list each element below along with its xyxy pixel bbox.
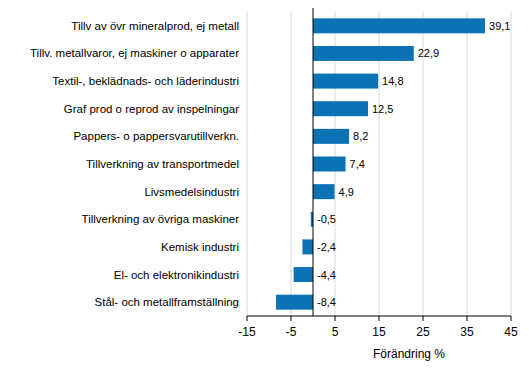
grid-line [247, 12, 248, 316]
data-label: 22,9 [418, 47, 439, 59]
data-label: -2,4 [317, 241, 336, 253]
category-label: Livsmedelsindustri [144, 186, 239, 198]
grid [247, 12, 511, 316]
grid-line [467, 12, 468, 316]
grid-line [511, 12, 512, 316]
category-label: Stål- och metallframställning [95, 296, 239, 308]
grid-line [291, 12, 292, 316]
data-label: 4,9 [339, 186, 354, 198]
category-label: Textil-, beklädnads- och läderindustri [52, 75, 239, 87]
axis-line [247, 316, 511, 317]
data-label: -8,4 [317, 296, 336, 308]
tick-label: -5 [286, 325, 297, 339]
chart-container: -15 -5 5 15 25 35 45 Förändring % Tillv av övr m… [0, 0, 529, 378]
tick-mark [511, 316, 512, 321]
bar [302, 239, 313, 254]
bar [313, 46, 414, 61]
tick-label: 35 [460, 325, 474, 339]
data-label: 12,5 [372, 103, 393, 115]
tick-mark [291, 316, 292, 321]
axis-title: Förändring % [373, 347, 445, 361]
data-label: -4,4 [317, 269, 336, 281]
tick-label: 15 [372, 325, 386, 339]
tick-label: -15 [238, 325, 256, 339]
bar [294, 267, 313, 282]
tick-mark [335, 316, 336, 321]
data-label: 7,4 [350, 158, 365, 170]
tick-label: 45 [504, 325, 518, 339]
category-label: Kemisk industri [161, 241, 239, 253]
data-label: 14,8 [382, 75, 403, 87]
bar [313, 129, 349, 144]
category-labels: Tillv av övr mineralprod, ej metall Tillv… [30, 20, 239, 308]
data-labels: 39,1 22,9 14,8 12,5 8,2 7,4 4,9 -0,5 -2,4 -4,4 -8,… [317, 20, 510, 308]
bar [313, 157, 346, 172]
tick-label: 25 [416, 325, 430, 339]
data-label: 8,2 [353, 130, 368, 142]
category-label: El- och elektronikindustri [114, 269, 239, 281]
tick-mark [423, 316, 424, 321]
category-label: Tillv. metallvaror, ej maskiner o appara… [30, 47, 239, 59]
zero-line [313, 8, 314, 316]
category-label: Tillv av övr mineralprod, ej metall [71, 20, 239, 32]
category-label: Graf prod o reprod av inspelningar [64, 103, 239, 115]
chart-svg: -15 -5 5 15 25 35 45 Förändring % Tillv av övr m… [0, 0, 529, 378]
tick-label: 5 [332, 325, 339, 339]
tick-mark [467, 316, 468, 321]
category-label: Tillverkning av transportmedel [86, 158, 239, 170]
bars [276, 18, 485, 309]
data-label: 39,1 [489, 20, 510, 32]
tick-mark [379, 316, 380, 321]
bar [313, 101, 368, 116]
bar [313, 74, 378, 89]
x-axis: -15 -5 5 15 25 35 45 [238, 316, 518, 339]
bar [313, 184, 335, 199]
category-label: Pappers- o pappersvarutillverkn. [73, 130, 239, 142]
category-label: Tillverkning av övriga maskiner [82, 213, 240, 225]
bar [276, 295, 313, 310]
data-label: -0,5 [317, 213, 336, 225]
bar [313, 18, 485, 33]
tick-mark [247, 316, 248, 321]
